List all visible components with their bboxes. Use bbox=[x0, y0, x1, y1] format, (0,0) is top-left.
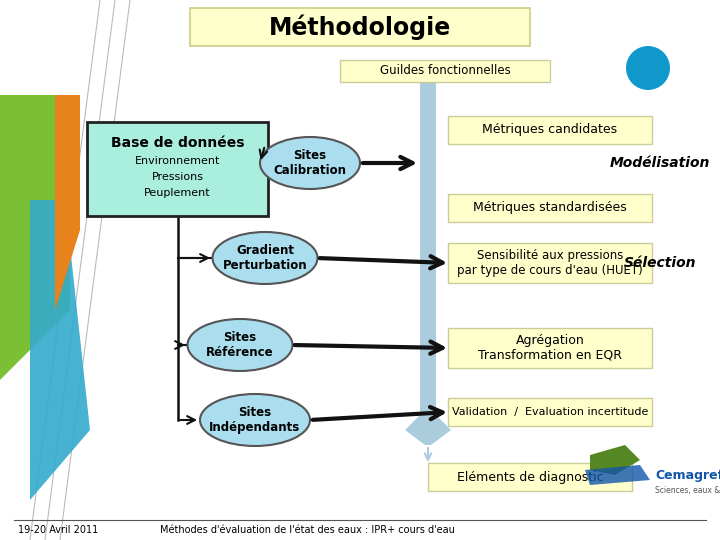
Text: Méthodes d'évaluation de l'état des eaux : IPR+ cours d'eau: Méthodes d'évaluation de l'état des eaux… bbox=[160, 525, 455, 535]
Text: Validation  /  Evaluation incertitude: Validation / Evaluation incertitude bbox=[452, 407, 648, 417]
Ellipse shape bbox=[212, 232, 318, 284]
Text: Sciences, eaux & territoires: Sciences, eaux & territoires bbox=[655, 485, 720, 495]
FancyBboxPatch shape bbox=[190, 8, 530, 46]
Text: Sélection: Sélection bbox=[624, 256, 696, 270]
Text: Sensibilité aux pressions
par type de cours d'eau (HUET): Sensibilité aux pressions par type de co… bbox=[457, 249, 643, 277]
Text: Sites
Référence: Sites Référence bbox=[206, 331, 274, 359]
Text: Métriques standardisées: Métriques standardisées bbox=[473, 201, 627, 214]
Ellipse shape bbox=[187, 319, 292, 371]
Text: Peuplement: Peuplement bbox=[144, 188, 211, 198]
Text: Méthodologie: Méthodologie bbox=[269, 14, 451, 40]
Ellipse shape bbox=[200, 394, 310, 446]
Polygon shape bbox=[55, 95, 80, 310]
Text: 19-20 Avril 2011: 19-20 Avril 2011 bbox=[18, 525, 98, 535]
Text: Agrégation
Transformation en EQR: Agrégation Transformation en EQR bbox=[478, 334, 622, 362]
FancyBboxPatch shape bbox=[448, 116, 652, 144]
FancyBboxPatch shape bbox=[87, 122, 268, 216]
Text: Base de données: Base de données bbox=[111, 136, 244, 150]
FancyBboxPatch shape bbox=[420, 82, 436, 415]
FancyBboxPatch shape bbox=[340, 60, 550, 82]
Text: Sites
Calibration: Sites Calibration bbox=[274, 149, 346, 177]
FancyBboxPatch shape bbox=[448, 194, 652, 222]
FancyBboxPatch shape bbox=[448, 398, 652, 426]
Text: Gradient
Perturbation: Gradient Perturbation bbox=[222, 244, 307, 272]
Ellipse shape bbox=[260, 137, 360, 189]
Polygon shape bbox=[585, 465, 650, 485]
FancyBboxPatch shape bbox=[448, 328, 652, 368]
FancyBboxPatch shape bbox=[448, 243, 652, 283]
Circle shape bbox=[626, 46, 670, 90]
FancyBboxPatch shape bbox=[428, 463, 632, 491]
Text: Cemagref: Cemagref bbox=[655, 469, 720, 482]
Text: Modélisation: Modélisation bbox=[610, 156, 710, 170]
Text: Eléments de diagnostic: Eléments de diagnostic bbox=[456, 470, 603, 483]
Polygon shape bbox=[590, 445, 640, 475]
Text: Pressions: Pressions bbox=[151, 172, 204, 182]
Text: Métriques candidates: Métriques candidates bbox=[482, 124, 618, 137]
Polygon shape bbox=[405, 415, 451, 445]
Text: Sites
Indépendants: Sites Indépendants bbox=[210, 406, 301, 434]
Polygon shape bbox=[30, 200, 90, 500]
Text: Environnement: Environnement bbox=[135, 156, 220, 166]
Polygon shape bbox=[0, 95, 70, 380]
Text: Guildes fonctionnelles: Guildes fonctionnelles bbox=[379, 64, 510, 78]
